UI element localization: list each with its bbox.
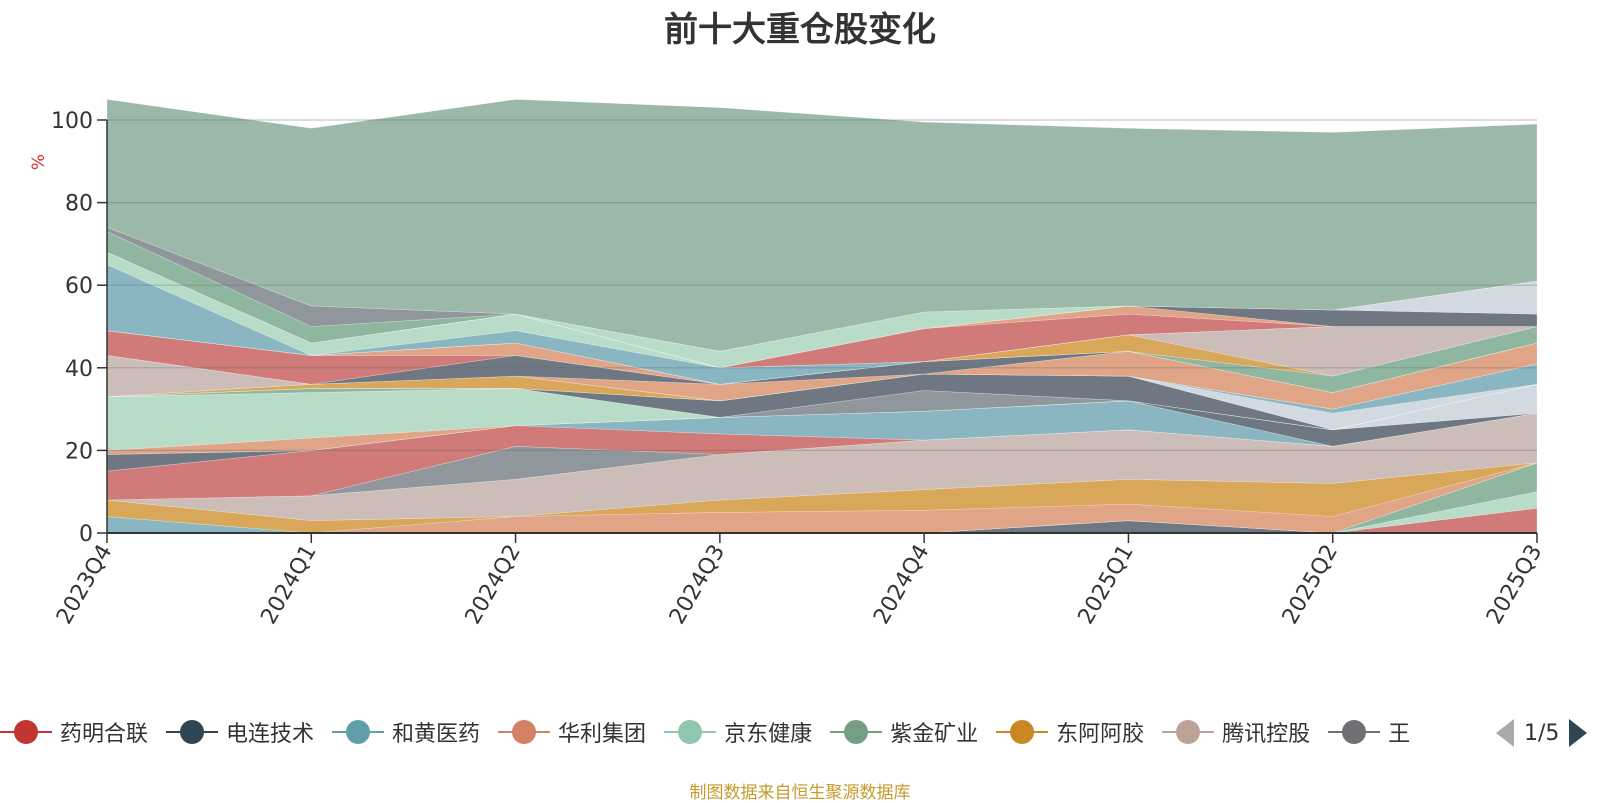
legend-marker-icon: [1162, 714, 1215, 750]
legend-label: 京东健康: [724, 722, 813, 747]
legend-marker-icon: [332, 714, 385, 750]
legend-label: 王: [1388, 722, 1411, 747]
legend-item[interactable]: 华利集团: [498, 714, 646, 750]
x-tick-label: 2025Q3: [1482, 541, 1547, 629]
legend-marker-icon: [166, 714, 219, 750]
legend-marker-icon: [996, 714, 1049, 750]
x-tick-label: 2024Q1: [256, 541, 321, 629]
legend-item[interactable]: 和黄医药: [332, 714, 480, 750]
legend-marker-icon: [830, 714, 883, 750]
legend-label: 东阿阿胶: [1056, 722, 1145, 747]
y-tick-label: 0: [79, 522, 93, 547]
area-series-33: [106, 251, 1538, 369]
x-tick-label: 2024Q4: [869, 541, 934, 629]
chart-title: 前十大重仓股变化: [664, 10, 936, 50]
x-tick-label: 2025Q1: [1074, 541, 1139, 629]
legend-item[interactable]: 腾讯控股: [1162, 714, 1310, 750]
legend: 药明合联 电连技术 和黄医药 华利集团 京东健康 紫金矿业 东阿阿胶 腾讯控股 王: [0, 714, 1490, 750]
grid-layer: [107, 119, 1537, 451]
x-tick-label: 2025Q2: [1278, 541, 1343, 629]
legend-label: 华利集团: [558, 722, 647, 747]
legend-label: 腾讯控股: [1222, 722, 1311, 747]
legend-item[interactable]: 药明合联: [0, 714, 148, 750]
area-series-38: [106, 99, 1538, 352]
x-tick-label: 2023Q4: [52, 541, 117, 629]
legend-item[interactable]: 京东健康: [664, 714, 812, 750]
legend-item[interactable]: 紫金矿业: [830, 714, 978, 750]
legend-marker-icon: [1328, 714, 1381, 750]
y-tick-label: 20: [65, 439, 93, 464]
legend-marker-icon: [664, 714, 717, 750]
legend-label: 紫金矿业: [890, 722, 979, 747]
y-tick-label: 40: [65, 357, 93, 382]
x-tick-label: 2024Q2: [461, 541, 526, 629]
y-tick-label: 100: [51, 109, 93, 134]
legend-label: 药明合联: [60, 722, 149, 747]
y-axis-label: %: [29, 154, 49, 170]
legend-pager: 1/5: [1496, 716, 1600, 750]
y-tick-label: 60: [65, 274, 93, 299]
legend-marker-icon: [498, 714, 551, 750]
area-series-34: [106, 251, 1538, 369]
legend-item[interactable]: 东阿阿胶: [996, 714, 1144, 750]
area-series-19: [106, 363, 1538, 414]
areas-layer: [106, 99, 1538, 534]
x-tick-label: 2024Q3: [665, 541, 730, 629]
legend-label: 和黄医药: [392, 722, 481, 747]
legend-next-page-icon[interactable]: [1569, 719, 1588, 747]
legend-page-indicator: 1/5: [1524, 720, 1560, 746]
legend-item[interactable]: 电连技术: [166, 714, 314, 750]
y-tick-label: 80: [65, 192, 93, 217]
legend-item[interactable]: 王: [1328, 714, 1410, 750]
legend-marker-icon: [0, 714, 52, 750]
area-series-22: [106, 342, 1538, 410]
legend-label: 电连技术: [226, 722, 315, 747]
source-note: 制图数据来自恒生聚源数据库: [689, 783, 911, 803]
legend-prev-page-icon[interactable]: [1496, 719, 1514, 747]
stacked-area-chart: 0 20 40 60 80 100 2023Q4 2024Q1 2024Q2 2024Q3 2024…: [29, 99, 1547, 629]
